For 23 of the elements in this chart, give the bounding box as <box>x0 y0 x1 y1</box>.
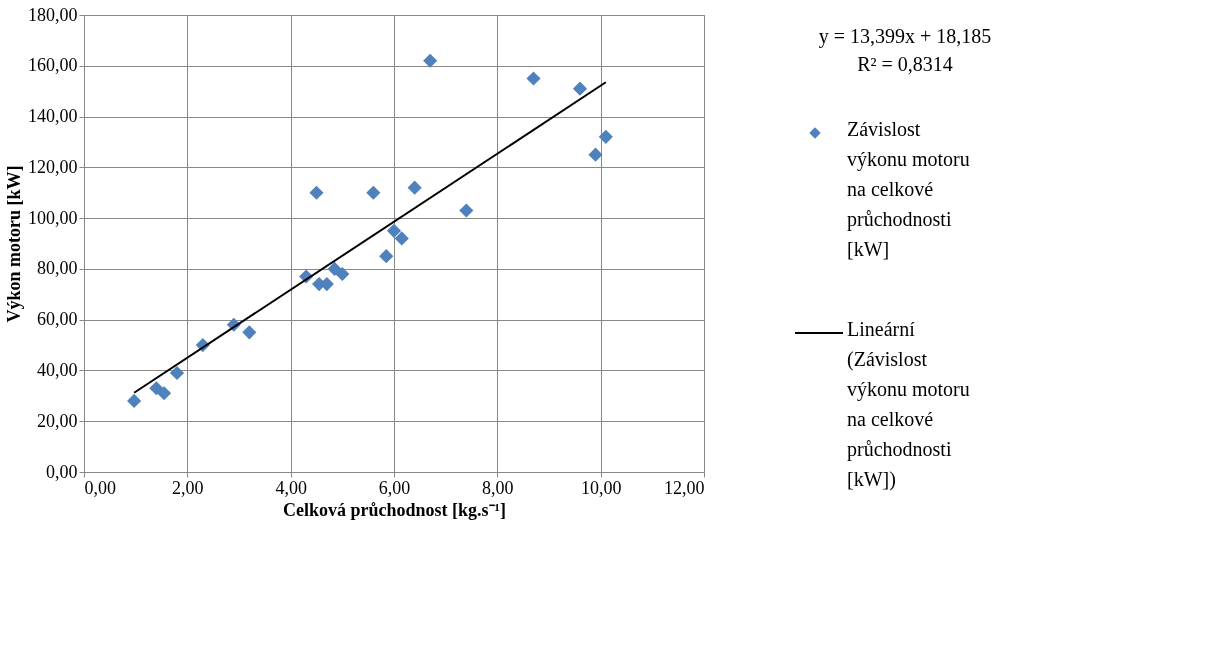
text: y = 13,399x + 18,185 <box>818 25 992 48</box>
y-tick-label: 140,00 <box>28 106 78 127</box>
y-axis-title: Výkon motoru [kW] <box>4 165 24 323</box>
y-tick-label: 40,00 <box>37 359 78 380</box>
x-axis-title: Celková průchodnost [kg.s⁻¹] <box>283 499 506 520</box>
y-tick-label: 20,00 <box>37 410 78 431</box>
y-tick-label: 160,00 <box>28 55 78 76</box>
y-tick-label: 180,00 <box>28 4 78 25</box>
x-tick-label: 8,00 <box>482 477 514 498</box>
x-tick-label: 10,00 <box>580 477 622 498</box>
x-tick-label: 12,00 <box>664 477 705 498</box>
x-tick-label: 6,00 <box>378 477 411 498</box>
y-tick-label: 60,00 <box>37 309 78 330</box>
text: R² = 0,8314 <box>857 53 953 75</box>
y-tick-label: 0,00 <box>46 461 78 482</box>
x-tick-label: 2,00 <box>172 477 204 498</box>
legend-label: Závislost výkonu motoru na celkové průchodnosti [kW] <box>847 118 970 260</box>
x-tick-label: 0,00 <box>84 477 116 498</box>
y-tick-label: 100,00 <box>28 207 78 228</box>
legend-label: Lineární (Závislost výkonu motoru na celkové průchodnosti [kW]) <box>847 318 970 491</box>
x-tick-label: 4,00 <box>275 477 307 498</box>
y-tick-label: 120,00 <box>28 156 78 177</box>
y-tick-label: 80,00 <box>37 258 78 279</box>
